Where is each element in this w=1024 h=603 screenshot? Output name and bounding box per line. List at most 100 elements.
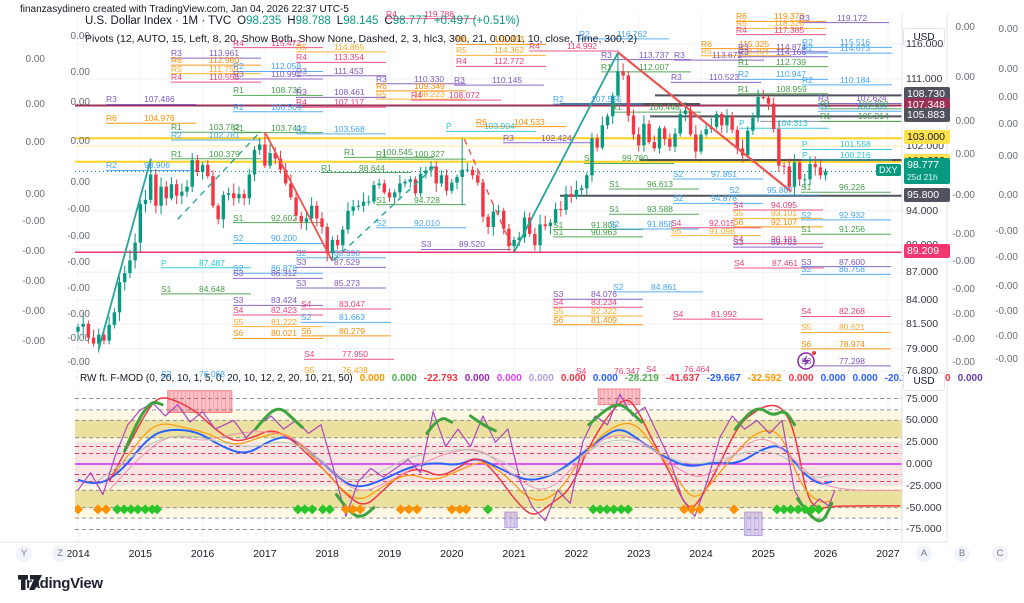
oscillator-tick: -25.000: [906, 479, 942, 492]
pivot-label-s4: S4 76.347: [576, 365, 640, 376]
zero-value-label: 0.00: [998, 190, 1018, 201]
symbol-title[interactable]: U.S. Dollar Index · 1M · TVC: [85, 15, 232, 27]
pivot-label-s5: S5 80.621: [801, 322, 865, 333]
zero-value-label: 0.00: [70, 177, 90, 188]
zero-value-label: 0.00: [998, 119, 1018, 130]
pivot-label-r3: R3 102.424: [503, 132, 572, 143]
lower-indicator-row[interactable]: RW ft. F-MOD (0, 20, 10, 1, 5, 0, 20, 10…: [78, 373, 985, 384]
change-value: +0.497 (+0.51%): [433, 15, 520, 27]
axis-button-y[interactable]: Y: [16, 546, 32, 562]
pivot-label-r1: R1 105.214: [820, 111, 889, 122]
price-tick: 111.000: [906, 72, 943, 85]
year-label-2025: 2025: [751, 548, 775, 560]
year-label-2027: 2027: [876, 548, 900, 560]
pivot-label-s5: S5 93.101: [733, 208, 797, 219]
zero-value-label: 0.00: [998, 64, 1018, 75]
price-tick: 81.500: [906, 317, 939, 330]
axis-button-c[interactable]: C: [992, 546, 1008, 562]
pivot-label-r5: R5 114.304: [701, 45, 770, 56]
pivot-label-r3: R3 110.991: [233, 69, 302, 80]
pivot-label-s1: S1 92.602: [233, 212, 297, 223]
year-label-2020: 2020: [440, 548, 464, 560]
lower-currency-button[interactable]: USD: [903, 372, 945, 391]
pivot-label-r2: R2 115.516: [802, 37, 871, 48]
pivot-label-r4: R4 119.788: [386, 8, 455, 19]
zero-value-label: -0.00: [22, 336, 45, 347]
pivot-label-r1: R1 103.782: [171, 122, 240, 133]
pivot-label-r3: R3 107.486: [106, 94, 175, 105]
zero-value-label: 0.00: [955, 116, 975, 127]
pivot-label-s1: S1 99.780: [584, 153, 648, 164]
year-label-2018: 2018: [315, 548, 339, 560]
pivot-label-p: P 104.313: [739, 118, 808, 129]
pivot-label-r1: R1 112.007: [601, 61, 670, 72]
zero-value-label: -0.00: [67, 309, 90, 320]
pivots-indicator-row[interactable]: Pivots (12, AUTO, 15, Left, 8, 20, Show …: [85, 33, 637, 45]
pivot-label-r4: R4 113.354: [296, 52, 365, 63]
zero-value-label: -0.00: [995, 354, 1018, 365]
pivot-label-r4: R4 112.772: [456, 56, 525, 67]
pivot-label-s3: S3 89.782: [733, 237, 797, 248]
pivot-label-s1: S1 91.256: [801, 224, 865, 235]
indicator-value: 0.000: [592, 373, 618, 384]
pivot-label-r3: R3 110.145: [454, 75, 523, 86]
pivot-label-s6: S6 80.279: [301, 325, 365, 336]
zero-value-label: 0.00: [955, 22, 975, 33]
zero-value-label: -0.00: [952, 256, 975, 267]
pivot-label-s2: S2 81.663: [301, 312, 365, 323]
axis-button-b[interactable]: B: [954, 546, 970, 562]
axis-button-a[interactable]: A: [916, 546, 932, 562]
zero-value-label: -0.00: [952, 334, 975, 345]
pivot-label-s2: S2 90.200: [233, 233, 297, 244]
pivot-label-r6: R6 104.976: [106, 113, 175, 124]
attribution-text: finanzasydinero created with TradingView…: [20, 4, 349, 15]
pivot-label-r2: R2 106.509: [233, 101, 302, 112]
oscillator-tick: 50.000: [906, 414, 939, 427]
indicator-value: 0.000: [788, 373, 814, 384]
zero-value-label: -0.00: [952, 357, 975, 368]
axis-button-z[interactable]: Z: [52, 546, 68, 562]
pivot-label-s6: S6 81.409: [553, 314, 617, 325]
zero-value-label: -0.00: [67, 257, 90, 268]
symbol-status-row[interactable]: U.S. Dollar Index · 1M · TVC O98.235 H98.7…: [85, 15, 520, 27]
ohlc-key: L: [336, 15, 344, 27]
pivot-label-s4: S4 82.423: [233, 304, 297, 315]
zero-value-label: -0.00: [995, 226, 1018, 237]
zero-value-label: -0.00: [22, 306, 45, 317]
indicator-value: -28.219: [624, 373, 659, 384]
pivot-label-s4: S4 94.095: [733, 199, 797, 210]
price-tick: 84.000: [906, 293, 939, 306]
zero-value-label: 0.00: [998, 92, 1018, 103]
price-badge: 105.883: [904, 108, 950, 123]
pivot-label-r1: R1 98.644: [321, 162, 385, 173]
pivot-label-s4: S4 92.015: [671, 217, 735, 228]
pivot-label-r1: R1 106.890: [820, 98, 889, 109]
pivot-label-s3: S3 85.273: [296, 278, 360, 289]
year-label-2015: 2015: [128, 548, 152, 560]
main-currency-button[interactable]: USD: [903, 28, 945, 47]
year-label-2016: 2016: [190, 548, 215, 560]
zero-value-label: -0.00: [995, 252, 1018, 263]
lower-indicator-title[interactable]: RW ft. F-MOD (0, 20, 10, 1, 5, 0, 20, 10…: [80, 373, 353, 384]
price-badge: 103.000: [904, 130, 950, 145]
lightning-icon: [797, 351, 816, 370]
tradingview-logo-icon: [18, 575, 42, 590]
zero-value-label: -0.00: [952, 190, 975, 201]
pivot-label-r6: R6 104.533: [476, 116, 545, 127]
indicator-value: 0.000: [560, 373, 586, 384]
year-label-2023: 2023: [627, 548, 651, 560]
pivot-label-r3: R3 111.453: [296, 65, 364, 76]
ohlc-key: H: [287, 15, 296, 27]
pivot-label-r3: R3 113.737: [601, 49, 670, 60]
year-label-2026: 2026: [813, 548, 838, 560]
pivot-label-s6: S6 78.974: [801, 338, 865, 349]
pivot-label-r4: R4 117.385: [736, 24, 805, 35]
pivot-label-r2: R2 103.568: [296, 123, 365, 134]
pivot-label-s4: S4 87.461: [734, 257, 798, 268]
oscillator-tick: -75.000: [906, 523, 942, 536]
pivot-label-r5: R5 114.865: [296, 41, 365, 52]
tradingview-watermark[interactable]: TradingView: [18, 575, 103, 592]
pivot-label-s3: S3 77.298: [801, 355, 865, 366]
